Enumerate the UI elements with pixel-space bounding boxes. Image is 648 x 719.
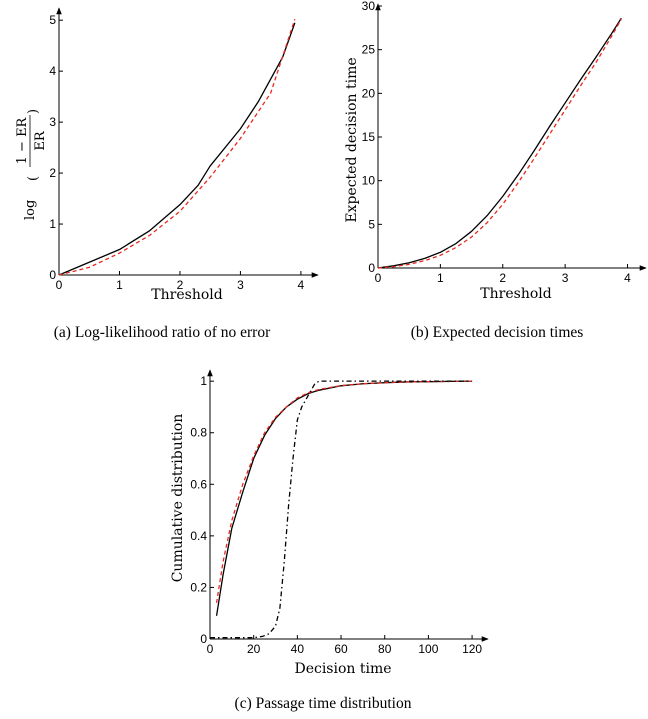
x-tick-label: 1 <box>437 271 444 285</box>
y-tick-label: 0 <box>200 632 207 646</box>
series-line-dashed <box>58 18 296 276</box>
ylabel-denominator: ER <box>33 130 48 150</box>
panel-c-passage-time: 0 20 40 60 80 100 120 0 0.2 0.4 0.6 0.8 1 Cumulative… <box>170 369 489 712</box>
x-tick-label: 2 <box>499 271 506 285</box>
y-tick-label: 10 <box>362 174 376 188</box>
x-tick-label: 80 <box>378 642 392 656</box>
panel-b-expected-decision-times: 0 1 2 3 4 0 5 10 15 20 25 30 Expected decision time… <box>344 0 647 341</box>
panel-c-y-label: Cumulative distribution <box>170 414 186 583</box>
panel-b-caption: (b) Expected decision times <box>411 324 584 341</box>
series-line-solid <box>377 17 622 269</box>
x-tick-label: 3 <box>562 271 569 285</box>
y-tick-label: 0.4 <box>190 529 207 543</box>
x-tick-label: 40 <box>291 642 305 656</box>
x-tick-label: 120 <box>462 642 482 656</box>
panel-a-y-label: log ( 1 − ER ER ) <box>15 109 48 220</box>
x-tick-label: 2 <box>177 278 184 292</box>
ylabel-open-paren: ( <box>26 176 41 181</box>
y-tick-label: 1 <box>49 217 56 231</box>
y-tick-label: 5 <box>49 13 56 27</box>
x-tick-label: 4 <box>624 271 631 285</box>
series-line-dashdot <box>210 380 473 639</box>
x-tick-label: 0 <box>375 271 382 285</box>
y-tick-label: 20 <box>362 86 376 100</box>
series-line-dashed <box>215 380 473 604</box>
x-tick-label: 4 <box>298 278 305 292</box>
panel-a-x-label: Threshold <box>151 287 222 303</box>
x-tick-label: 0 <box>207 642 214 656</box>
y-tick-label: 15 <box>362 130 376 144</box>
panel-b-x-label: Threshold <box>480 286 551 302</box>
x-tick-label: 60 <box>334 642 348 656</box>
y-tick-label: 3 <box>49 115 56 129</box>
y-tick-label: 30 <box>362 0 376 13</box>
x-tick-label: 20 <box>247 642 261 656</box>
x-tick-label: 0 <box>56 278 63 292</box>
y-tick-label: 4 <box>49 64 56 78</box>
y-tick-label: 0.2 <box>190 580 207 594</box>
x-tick-label: 3 <box>237 278 244 292</box>
x-tick-label: 100 <box>418 642 438 656</box>
ylabel-log: log <box>23 200 38 220</box>
ylabel-close-paren: ) <box>26 109 41 114</box>
x-tick-label: 1 <box>116 278 123 292</box>
series-line-dashed <box>377 18 622 269</box>
panel-c-x-label: Decision time <box>294 661 391 677</box>
panel-c-caption: (c) Passage time distribution <box>235 695 412 712</box>
y-tick-label: 1 <box>200 374 207 388</box>
y-tick-label: 0.8 <box>190 426 207 440</box>
panel-b-y-label: Expected decision time <box>344 57 360 222</box>
ylabel-numerator: 1 − ER <box>15 116 30 164</box>
y-tick-label: 0.6 <box>190 477 207 491</box>
series-line-solid <box>215 380 473 616</box>
y-tick-label: 25 <box>362 43 376 57</box>
y-tick-label: 2 <box>49 166 56 180</box>
series-line-solid <box>58 22 296 276</box>
panel-a-caption: (a) Log-likelihood ratio of no error <box>54 324 271 341</box>
y-tick-label: 5 <box>368 217 375 231</box>
y-tick-label: 0 <box>49 268 56 282</box>
y-tick-label: 0 <box>368 261 375 275</box>
